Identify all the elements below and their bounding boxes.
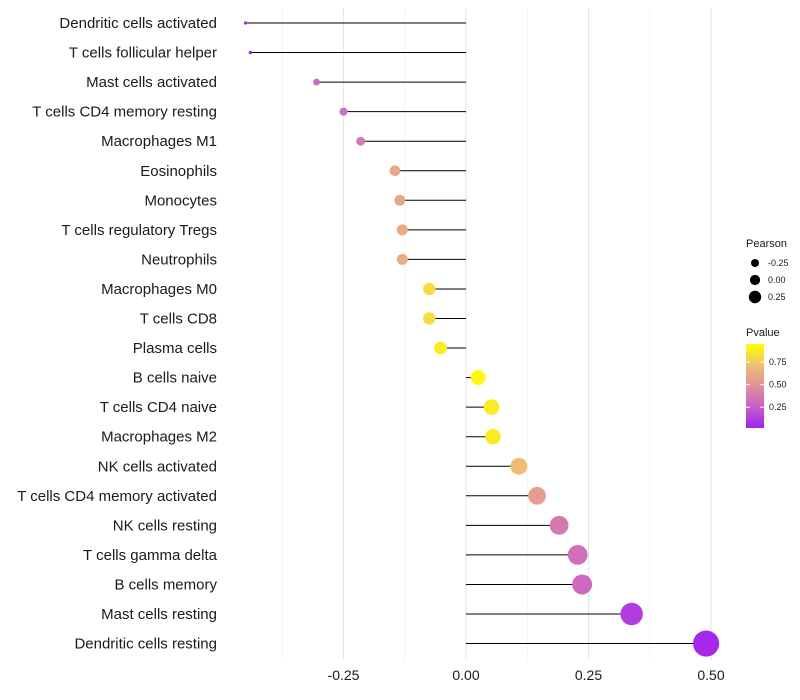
- lollipop-point: [423, 282, 436, 296]
- x-tick-label: -0.25: [328, 667, 360, 683]
- category-label: Mast cells resting: [101, 606, 217, 623]
- category-label: T cells CD4 naive: [100, 399, 217, 416]
- color-legend-title: Pvalue: [746, 327, 780, 339]
- lollipop-point: [620, 602, 643, 626]
- size-legend-label: -0.25: [768, 258, 789, 268]
- category-label: T cells regulatory Tregs: [61, 222, 217, 239]
- category-label: Plasma cells: [133, 340, 217, 357]
- category-label: T cells CD4 memory activated: [17, 488, 217, 505]
- category-label: T cells CD4 memory resting: [32, 104, 217, 121]
- x-tick-label: 0.25: [575, 667, 602, 683]
- lollipop-point: [389, 165, 401, 177]
- color-legend-label: 0.75: [769, 357, 787, 367]
- lollipop-point: [396, 224, 408, 236]
- category-label: NK cells activated: [98, 458, 217, 475]
- category-label: Eosinophils: [140, 163, 217, 180]
- category-label: Macrophages M2: [101, 429, 217, 446]
- lollipop-point: [434, 341, 447, 355]
- lollipop-point: [339, 107, 348, 116]
- color-legend-label: 0.50: [769, 380, 787, 390]
- lollipop-point: [528, 486, 546, 505]
- lollipop-point: [396, 253, 408, 265]
- color-legend-label: 0.25: [769, 402, 787, 412]
- size-legend-dot: [748, 290, 762, 304]
- category-label: NK cells resting: [113, 517, 217, 534]
- color-legend: 0.75 0.50 0.25: [746, 357, 787, 412]
- points: [243, 21, 720, 657]
- category-label: Dendritic cells resting: [74, 636, 217, 653]
- category-label: Macrophages M0: [101, 281, 217, 298]
- size-legend-label: 0.25: [768, 292, 786, 302]
- lollipop-point: [510, 457, 528, 475]
- lollipop-point: [485, 428, 501, 445]
- lollipop-point: [423, 312, 436, 325]
- color-legend-bar: [746, 344, 764, 428]
- lollipop-point: [549, 515, 569, 535]
- category-label: T cells follicular helper: [69, 45, 217, 62]
- lollipop-point: [483, 399, 500, 415]
- category-label: T cells CD8: [140, 311, 217, 328]
- legend: Pearson -0.25 0.00 0.25 Pvalue 0.75 0.50 0.2…: [746, 238, 789, 428]
- size-legend: -0.25 0.00 0.25: [748, 258, 789, 304]
- size-legend-dot: [749, 274, 761, 286]
- lollipop-point: [693, 630, 720, 657]
- category-label: B cells naive: [133, 370, 217, 387]
- category-label: Macrophages M1: [101, 133, 217, 150]
- x-tick-label: 0.50: [697, 667, 724, 683]
- size-legend-dot: [751, 259, 759, 267]
- category-label: Dendritic cells activated: [59, 15, 217, 32]
- y-axis-labels: Dendritic cells activated T cells follicu…: [17, 15, 217, 653]
- lollipop-point: [248, 50, 253, 55]
- category-label: B cells memory: [114, 576, 217, 593]
- size-legend-title: Pearson: [746, 238, 787, 250]
- x-tick-label: 0.00: [452, 667, 479, 683]
- lollipop-point: [572, 574, 593, 595]
- lollipop-point: [470, 370, 486, 386]
- category-label: Mast cells activated: [86, 74, 217, 91]
- category-label: Neutrophils: [141, 251, 217, 268]
- size-legend-label: 0.00: [768, 275, 786, 285]
- lollipop-point: [394, 194, 406, 206]
- lollipop-point: [243, 21, 248, 25]
- lollipop-point: [313, 78, 320, 86]
- category-label: T cells gamma delta: [83, 547, 218, 564]
- x-axis-ticks: -0.25 0.00 0.25 0.50: [328, 667, 725, 683]
- grid: [281, 8, 712, 660]
- category-label: Monocytes: [144, 192, 217, 209]
- lollipop-point: [356, 136, 366, 146]
- lollipop-point: [567, 545, 588, 565]
- stems: [245, 22, 707, 645]
